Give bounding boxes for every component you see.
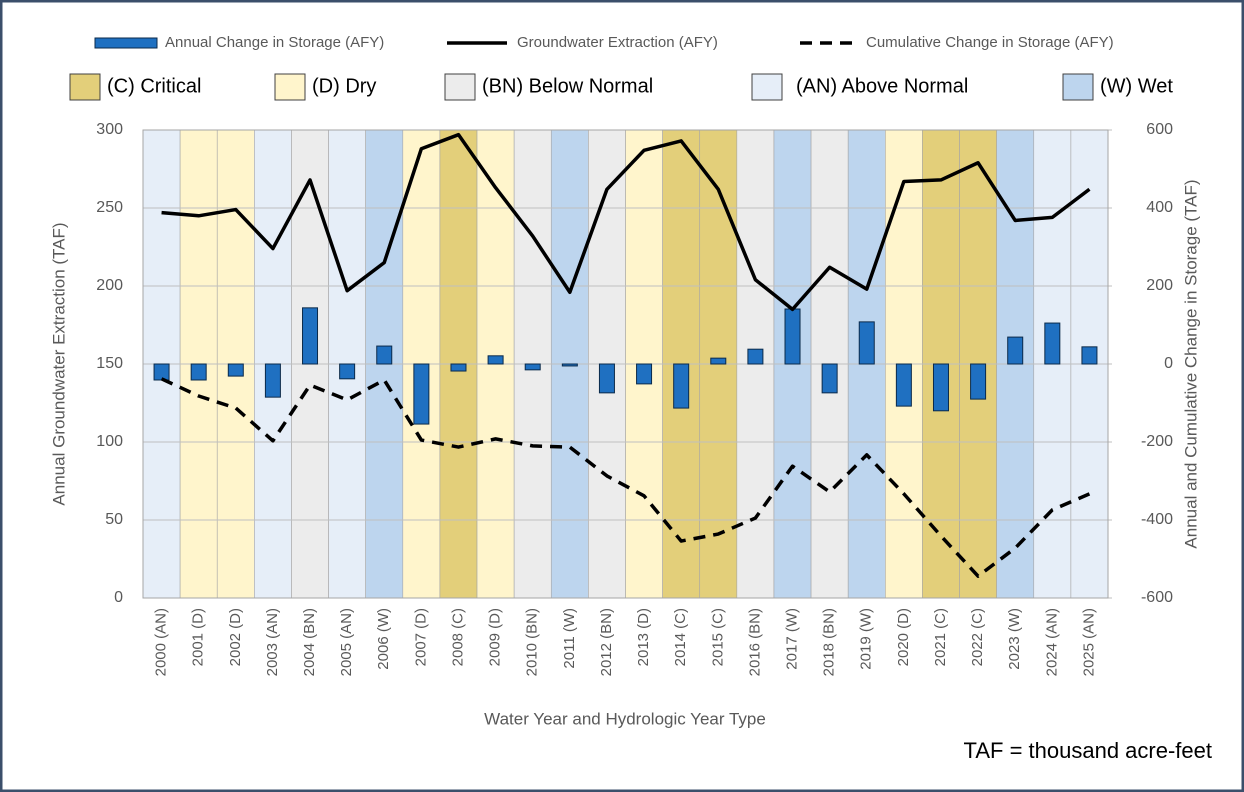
bar bbox=[747, 348, 764, 365]
x-tick-label: 2005 (AN) bbox=[338, 608, 355, 676]
y-tick-label: 0 bbox=[114, 589, 123, 606]
bar bbox=[710, 357, 727, 365]
bar bbox=[858, 321, 875, 365]
legend-label: (W) Wet bbox=[1100, 75, 1173, 97]
y-tick-label: 250 bbox=[96, 199, 123, 216]
bar bbox=[932, 363, 949, 412]
legend-swatch bbox=[274, 73, 306, 101]
x-tick-label: 2009 (D) bbox=[487, 608, 504, 666]
x-tick-label: 2013 (D) bbox=[635, 608, 652, 666]
bar bbox=[784, 308, 801, 365]
x-tick-label: 2020 (D) bbox=[895, 608, 912, 666]
bar bbox=[1081, 346, 1098, 365]
x-tick-label: 2007 (D) bbox=[412, 608, 429, 666]
bar bbox=[1007, 336, 1024, 365]
bar bbox=[376, 345, 393, 365]
bar bbox=[264, 363, 281, 398]
x-tick-label: 2000 (AN) bbox=[153, 608, 170, 676]
bar bbox=[895, 363, 912, 407]
x-tick-label: 2025 (AN) bbox=[1080, 608, 1097, 676]
y-tick-label: 200 bbox=[96, 277, 123, 294]
y2-tick-label: 600 bbox=[1146, 121, 1173, 138]
bar bbox=[227, 363, 244, 377]
x-tick-label: 2012 (BN) bbox=[598, 608, 615, 676]
x-axis-label: Water Year and Hydrologic Year Type bbox=[484, 709, 766, 728]
legend-label: (AN) Above Normal bbox=[796, 75, 968, 97]
bar bbox=[153, 363, 170, 381]
x-tick-label: 2021 (C) bbox=[932, 608, 949, 666]
legend-swatch bbox=[94, 37, 158, 49]
legend-swatch bbox=[444, 73, 476, 101]
legend-label: Cumulative Change in Storage (AFY) bbox=[866, 34, 1114, 51]
y2-axis-label: Annual and Cumulative Change in Storage … bbox=[1181, 179, 1200, 548]
bar bbox=[190, 363, 207, 381]
x-tick-label: 2016 (BN) bbox=[746, 608, 763, 676]
x-tick-label: 2004 (BN) bbox=[301, 608, 318, 676]
bar bbox=[302, 307, 319, 365]
bar bbox=[970, 363, 987, 400]
bar bbox=[339, 363, 356, 380]
bar bbox=[1044, 322, 1061, 365]
x-tick-label: 2001 (D) bbox=[190, 608, 207, 666]
x-tick-label: 2024 (AN) bbox=[1043, 608, 1060, 676]
bar bbox=[636, 363, 653, 385]
legend-label: Groundwater Extraction (AFY) bbox=[517, 34, 718, 51]
bar bbox=[673, 363, 690, 409]
bar bbox=[598, 363, 615, 394]
x-tick-label: 2019 (W) bbox=[858, 608, 875, 670]
note: TAF = thousand acre-feet bbox=[964, 738, 1212, 763]
x-tick-label: 2008 (C) bbox=[449, 608, 466, 666]
bar bbox=[413, 363, 430, 425]
legend-swatch bbox=[1062, 73, 1094, 101]
x-tick-label: 2003 (AN) bbox=[264, 608, 281, 676]
y2-tick-label: 0 bbox=[1164, 355, 1173, 372]
y2-tick-label: -400 bbox=[1141, 511, 1173, 528]
x-tick-label: 2014 (C) bbox=[672, 608, 689, 666]
x-tick-label: 2011 (W) bbox=[561, 608, 578, 669]
line bbox=[161, 132, 1091, 312]
y-tick-label: 100 bbox=[96, 433, 123, 450]
x-tick-label: 2017 (W) bbox=[783, 608, 800, 670]
legend-label: Annual Change in Storage (AFY) bbox=[165, 34, 384, 51]
y-tick-label: 300 bbox=[96, 121, 123, 138]
x-tick-label: 2022 (C) bbox=[969, 608, 986, 666]
bar bbox=[821, 363, 838, 394]
x-tick-label: 2015 (C) bbox=[709, 608, 726, 666]
bar bbox=[561, 363, 578, 367]
bar bbox=[487, 355, 504, 365]
y-axis-label: Annual Groundwater Extraction (TAF) bbox=[49, 222, 68, 505]
y2-tick-label: 400 bbox=[1146, 199, 1173, 216]
y-tick-label: 150 bbox=[96, 355, 123, 372]
bar bbox=[450, 363, 467, 372]
y-tick-label: 50 bbox=[105, 511, 123, 528]
y2-tick-label: 200 bbox=[1146, 277, 1173, 294]
y2-tick-label: -200 bbox=[1141, 433, 1173, 450]
line bbox=[160, 377, 1091, 578]
x-tick-label: 2010 (BN) bbox=[524, 608, 541, 676]
legend-label: (BN) Below Normal bbox=[482, 75, 653, 97]
legend-label: (D) Dry bbox=[312, 75, 376, 97]
x-tick-label: 2002 (D) bbox=[227, 608, 244, 666]
x-tick-label: 2006 (W) bbox=[375, 608, 392, 670]
y2-tick-label: -600 bbox=[1141, 589, 1173, 606]
legend-label: (C) Critical bbox=[107, 75, 201, 97]
legend-swatch bbox=[69, 73, 101, 101]
bar bbox=[524, 363, 541, 371]
x-tick-label: 2018 (BN) bbox=[821, 608, 838, 676]
legend-swatch bbox=[751, 73, 783, 101]
x-tick-label: 2023 (W) bbox=[1006, 608, 1023, 670]
plot-frame bbox=[142, 129, 1109, 599]
